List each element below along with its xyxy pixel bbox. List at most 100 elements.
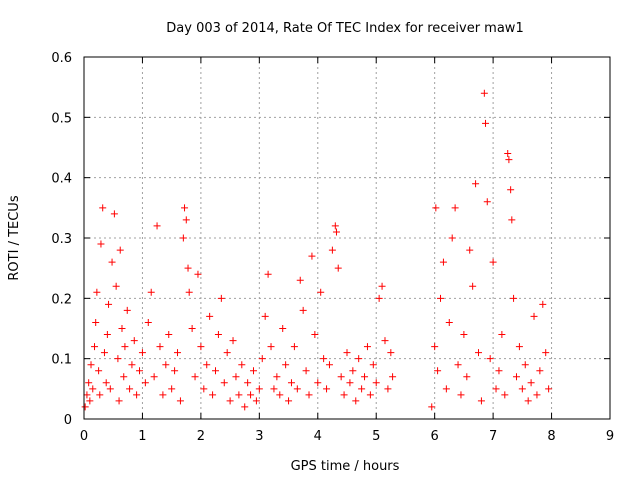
data-point — [116, 246, 124, 254]
data-point — [220, 379, 228, 387]
data-point — [445, 318, 453, 326]
data-point — [194, 270, 202, 278]
data-point — [439, 258, 447, 266]
axis-ticks — [83, 56, 611, 420]
data-point — [387, 349, 395, 357]
data-point — [168, 385, 176, 393]
data-point — [249, 367, 257, 375]
data-point — [85, 379, 93, 387]
data-point — [518, 385, 526, 393]
data-point — [130, 337, 138, 345]
x-tick-label: 5 — [372, 429, 380, 444]
data-point — [238, 361, 246, 369]
data-point — [442, 385, 450, 393]
y-tick-label: 0.5 — [51, 111, 72, 126]
data-point — [179, 234, 187, 242]
x-tick-label: 4 — [314, 429, 322, 444]
data-point — [241, 403, 249, 411]
data-point — [209, 391, 217, 399]
data-point — [203, 361, 211, 369]
data-point — [515, 343, 523, 351]
data-point — [290, 343, 298, 351]
data-point — [120, 373, 128, 381]
data-point — [524, 397, 532, 405]
data-point — [432, 204, 440, 212]
data-point — [108, 258, 116, 266]
x-tick-label: 2 — [197, 429, 205, 444]
data-point — [261, 312, 269, 320]
data-point — [437, 294, 445, 302]
data-point — [512, 373, 520, 381]
data-point — [352, 397, 360, 405]
data-point — [454, 361, 462, 369]
data-point — [337, 373, 345, 381]
data-point — [162, 361, 170, 369]
data-point — [366, 391, 374, 399]
y-tick-label: 0 — [64, 413, 72, 428]
data-point — [361, 373, 369, 381]
data-point — [223, 349, 231, 357]
data-point — [334, 264, 342, 272]
data-point — [100, 349, 108, 357]
data-point — [311, 331, 319, 339]
data-point — [141, 379, 149, 387]
data-point — [375, 294, 383, 302]
data-point — [340, 391, 348, 399]
data-point — [317, 288, 325, 296]
data-point — [279, 325, 287, 332]
data-point — [508, 216, 516, 224]
data-point — [346, 379, 354, 387]
data-point — [381, 337, 389, 345]
data-point — [389, 373, 397, 381]
data-point — [434, 367, 442, 375]
x-tick-label: 6 — [431, 429, 439, 444]
data-point — [504, 150, 512, 158]
data-point — [343, 349, 351, 357]
data-point — [191, 373, 199, 381]
data-point — [320, 355, 328, 363]
y-axis-title: ROTI / TECUs — [7, 195, 22, 280]
data-point — [133, 391, 141, 399]
data-point — [510, 294, 518, 302]
data-point — [136, 367, 144, 375]
data-point — [81, 403, 89, 411]
data-point — [384, 385, 392, 393]
data-point — [128, 361, 136, 369]
data-point — [469, 282, 477, 290]
x-tick-label: 9 — [606, 429, 614, 444]
x-tick-label: 1 — [138, 429, 146, 444]
data-point — [378, 282, 386, 290]
data-point — [93, 288, 101, 296]
tick-labels: 0 1 2 3 4 5 6 7 8 9 0 0.1 0.2 0.3 0.4 0.5 0.6 — [51, 51, 614, 444]
data-point — [480, 89, 488, 97]
data-point — [483, 198, 491, 206]
data-point — [323, 385, 331, 393]
data-point — [332, 228, 340, 236]
y-tick-label: 0.6 — [51, 51, 72, 66]
data-point — [448, 234, 456, 242]
data-point — [477, 397, 485, 405]
x-tick-label: 0 — [80, 429, 88, 444]
data-point — [287, 379, 295, 387]
data-point — [530, 312, 538, 320]
data-point — [501, 391, 509, 399]
data-point — [451, 204, 459, 212]
data-point — [314, 379, 322, 387]
data-point — [214, 331, 222, 339]
data-point — [174, 349, 182, 357]
data-point — [123, 306, 131, 314]
data-point — [103, 331, 111, 339]
data-point — [270, 385, 278, 393]
data-point — [305, 391, 313, 399]
data-point — [184, 264, 192, 272]
data-point — [369, 361, 377, 369]
data-point — [95, 367, 103, 375]
data-point — [486, 355, 494, 363]
data-point — [372, 379, 380, 387]
data-point — [197, 343, 205, 351]
data-point — [302, 367, 310, 375]
data-point — [110, 210, 118, 218]
x-tick-label: 3 — [255, 429, 263, 444]
data-point — [200, 385, 208, 393]
